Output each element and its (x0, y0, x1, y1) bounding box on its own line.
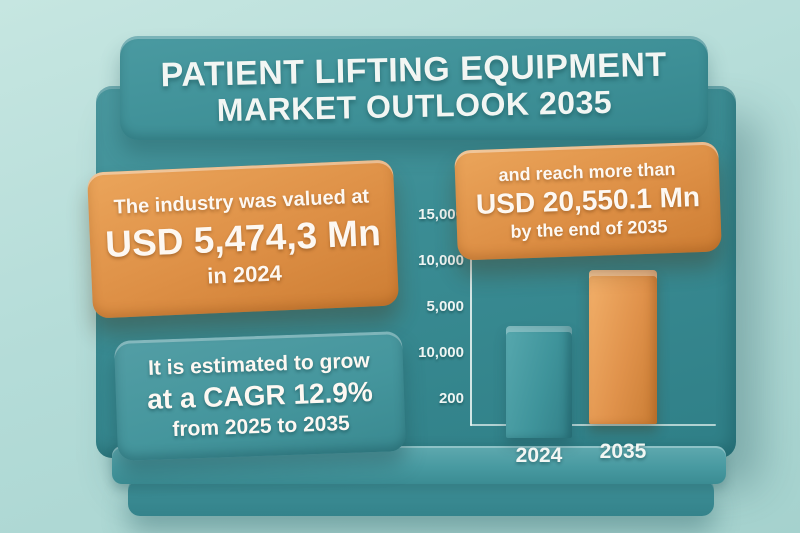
forecast-card: and reach more than USD 20,550.1 Mn by t… (454, 141, 722, 261)
x-axis-line (470, 424, 716, 426)
y-tick-label: 10,000 (418, 252, 464, 269)
bar-2035 (589, 270, 657, 424)
y-axis-line (470, 208, 472, 426)
y-tick-label: 10,000 (418, 344, 464, 361)
y-tick-label: 15,000 (418, 206, 464, 223)
y-tick-label: 200 (438, 390, 464, 407)
x-label-2035: 2035 (599, 440, 647, 463)
cagr-line-3: from 2025 to 2035 (171, 411, 351, 442)
forecast-value: USD 20,550.1 Mn (475, 181, 701, 220)
board-base (128, 478, 714, 516)
y-tick-label: 5,000 (426, 298, 464, 315)
valuation-card: The industry was valued at USD 5,474,3 M… (86, 159, 400, 319)
title-banner: PATIENT LIFTING EQUIPMENT MARKET OUTLOOK… (120, 36, 708, 140)
valuation-value: USD 5,474,3 Mn (104, 211, 382, 265)
cagr-line-2: at a CAGR 12.9% (146, 376, 374, 415)
bar-2024 (506, 326, 572, 438)
title-line-2: MARKET OUTLOOK 2035 (216, 83, 613, 129)
x-label-2024: 2024 (515, 444, 563, 467)
cagr-line-1: It is estimated to grow (147, 349, 371, 380)
forecast-period: by the end of 2035 (510, 216, 668, 242)
cagr-card: It is estimated to grow at a CAGR 12.9% … (113, 331, 407, 461)
page-title: PATIENT LIFTING EQUIPMENT MARKET OUTLOOK… (160, 46, 668, 130)
valuation-period: in 2024 (206, 259, 283, 289)
